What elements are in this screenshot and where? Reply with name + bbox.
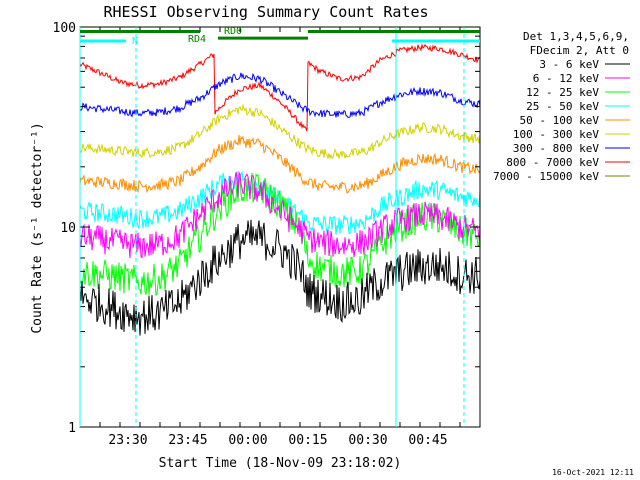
x-tick-label: 23:45 — [168, 433, 207, 448]
y-tick-label: 1 — [68, 421, 76, 436]
series-line-100-300-kev-kev — [79, 103, 481, 160]
series-line-300-800-kev-kev — [79, 72, 481, 118]
x-tick-label: 00:30 — [348, 433, 387, 448]
axes: 1 10 100 23:30 23:45 00:00 00:15 00:30 00:45 — [53, 21, 481, 448]
legend-entry-label: 800 - 7000 keV — [506, 156, 599, 169]
x-tick-label: 00:15 — [288, 433, 327, 448]
footer-timestamp: 16-Oct-2021 12:11 — [552, 468, 634, 477]
chart-title: RHESSI Observing Summary Count Rates — [103, 3, 428, 21]
x-axis-label: Start Time (18-Nov-09 23:18:02) — [159, 456, 402, 471]
legend-header: FDecim 2, Att 0 — [530, 44, 629, 57]
series-line-25-50-kev-kev — [79, 170, 481, 235]
legend-header: Det 1,3,4,5,6,9, — [523, 30, 629, 43]
series-line-6-12-kev-kev — [79, 170, 481, 259]
legend-entry-label: 12 - 25 keV — [526, 86, 599, 99]
legend-entry-label: 3 - 6 keV — [539, 58, 599, 71]
y-axis-label: Count Rate (s⁻¹ detector⁻¹) — [30, 122, 45, 333]
x-tick-label: 00:45 — [408, 433, 447, 448]
y-tick-label: 10 — [60, 221, 76, 236]
decimation-label: RD4 — [188, 34, 206, 45]
legend-entry-label: 6 - 12 keV — [533, 72, 600, 85]
series-line-800-7000-kev-kev — [79, 43, 481, 132]
legend-entry-label: 300 - 800 keV — [513, 142, 599, 155]
attenuator-label: N — [132, 36, 138, 47]
y-tick-label: 100 — [53, 21, 76, 36]
legend-entry-label: 7000 - 15000 keV — [493, 170, 599, 183]
series-line-50-100-kev-kev — [79, 135, 481, 194]
legend-entry-label: 50 - 100 keV — [520, 114, 600, 127]
legend-entry-label: 100 - 300 keV — [513, 128, 599, 141]
annotations: N RD4 RD0 — [79, 26, 480, 427]
legend-entry-label: 25 - 50 keV — [526, 100, 599, 113]
legend: Det 1,3,4,5,6,9,FDecim 2, Att 03 - 6 keV… — [493, 30, 630, 183]
decimation-label: RD0 — [224, 26, 242, 37]
x-tick-label: 23:30 — [108, 433, 147, 448]
plot-area — [79, 43, 481, 336]
x-tick-label: 00:00 — [228, 433, 267, 448]
series-line-3-6-kev-kev — [79, 219, 481, 336]
